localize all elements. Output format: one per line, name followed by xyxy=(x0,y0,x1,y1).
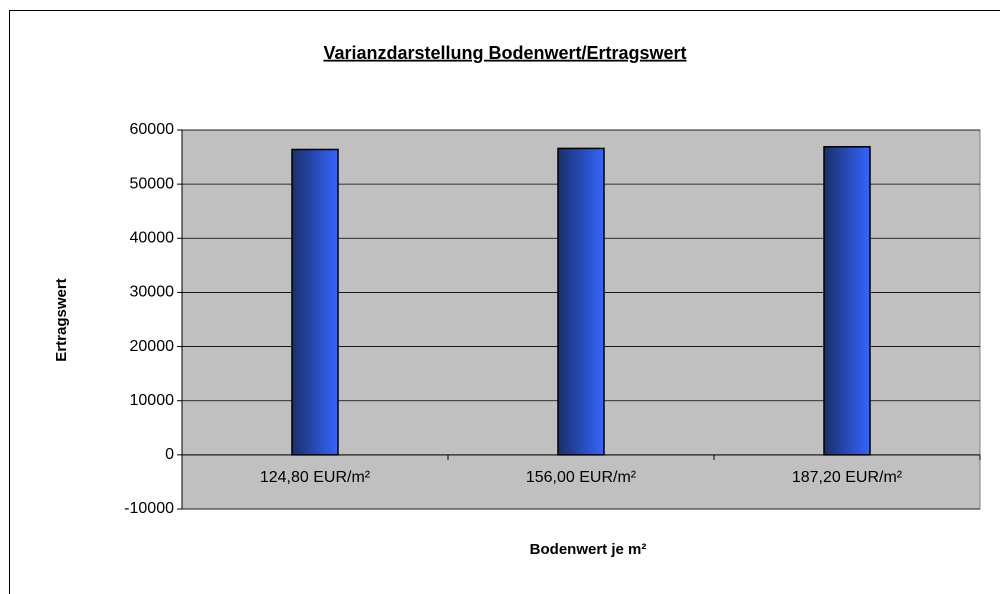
bar xyxy=(823,146,871,456)
y-tick-label: 0 xyxy=(165,446,174,463)
bar xyxy=(291,148,339,456)
x-axis-title: Bodenwert je m² xyxy=(530,541,647,558)
y-axis-title: Ertragswert xyxy=(53,278,70,361)
bar xyxy=(557,147,605,456)
y-tick-label: -10000 xyxy=(124,500,174,517)
y-tick-label: 50000 xyxy=(130,175,175,192)
x-tick-label: 187,20 EUR/m² xyxy=(792,469,903,486)
y-tick-label: 10000 xyxy=(130,392,175,409)
y-tick-label: 60000 xyxy=(130,121,175,138)
y-tick-label: 20000 xyxy=(130,338,175,355)
chart-title: Varianzdarstellung Bodenwert/Ertragswert xyxy=(323,43,686,63)
x-tick-label: 156,00 EUR/m² xyxy=(526,469,637,486)
y-tick-label: 30000 xyxy=(130,284,175,301)
x-tick-label: 124,80 EUR/m² xyxy=(260,469,371,486)
y-tick-label: 40000 xyxy=(130,230,175,247)
